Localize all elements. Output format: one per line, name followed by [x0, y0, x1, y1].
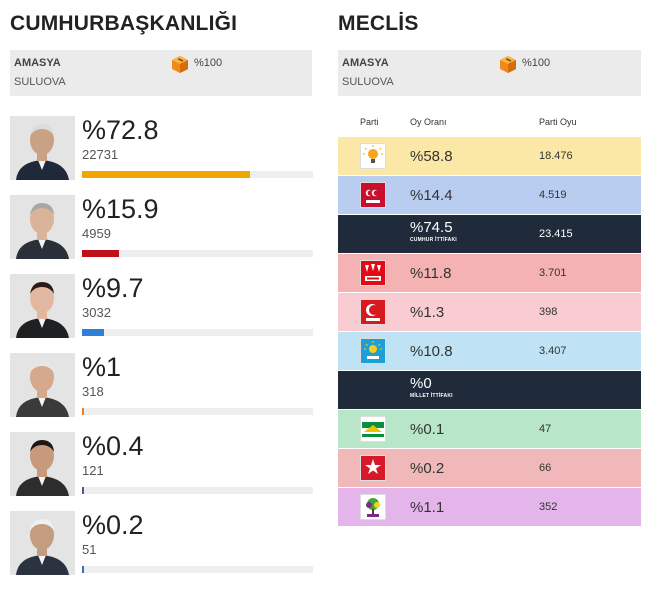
vote-share-fill [82, 566, 84, 573]
vote-share-bar [82, 408, 313, 415]
party-row: %58.8 18.476 [338, 137, 641, 175]
presidency-location-bar: AMASYA SULUOVA %100 [10, 50, 312, 96]
party-votes: 398 [539, 306, 558, 318]
candidate-vote-count: 121 [82, 463, 104, 478]
party-table-header: Parti Oy Oranı Parti Oyu [338, 114, 641, 134]
huda-par-icon [360, 416, 386, 442]
vatan-star-icon [360, 455, 386, 481]
candidate-vote-percent: %0.2 [82, 510, 144, 540]
candidate-photo [10, 274, 75, 338]
vote-share-fill [82, 171, 250, 178]
chp-arrows-icon [360, 260, 386, 286]
candidate-vote-percent: %0.4 [82, 431, 144, 461]
candidate-row: %0.4 121 [10, 431, 313, 502]
party-row: %11.8 3.701 [338, 254, 641, 292]
vote-rate: %0.2 [410, 460, 445, 477]
candidate-vote-percent: %72.8 [82, 115, 159, 145]
vote-rate: %74.5 [410, 219, 453, 236]
candidate-photo [10, 116, 75, 180]
candidate-vote-percent: %9.7 [82, 273, 144, 303]
party-votes: 3.407 [539, 345, 567, 357]
candidate-row: %9.7 3032 [10, 273, 313, 344]
party-row: %1.1 352 [338, 488, 641, 526]
opened-ballot-percent: %100 [194, 57, 223, 69]
vote-share-bar [82, 566, 313, 573]
candidate-photo [10, 432, 75, 496]
ballot-box-icon [170, 54, 190, 74]
province-name: AMASYA [14, 57, 61, 69]
party-row: %1.3 398 [338, 293, 641, 331]
candidate-vote-percent: %1 [82, 352, 122, 382]
parliament-location-bar: AMASYA SULUOVA %100 [338, 50, 641, 96]
party-votes: 47 [539, 423, 552, 435]
candidate-row: %15.9 4959 [10, 194, 313, 265]
vote-rate: %1.3 [410, 304, 445, 321]
province-name: AMASYA [342, 57, 389, 69]
presidency-title: CUMHURBAŞKANLIĞI [10, 12, 238, 35]
party-votes: 23.415 [539, 228, 573, 240]
vote-share-fill [82, 329, 104, 336]
candidate-vote-count: 51 [82, 542, 97, 557]
vote-share-bar [82, 171, 313, 178]
akp-bulb-icon [360, 143, 386, 169]
party-row: %0.1 47 [338, 410, 641, 448]
candidate-photo [10, 511, 75, 575]
vote-rate: %10.8 [410, 343, 453, 360]
party-votes: 4.519 [539, 189, 567, 201]
candidate-vote-count: 4959 [82, 226, 111, 241]
saadet-crescent-icon [360, 299, 386, 325]
candidate-photo [10, 353, 75, 417]
party-votes: 352 [539, 501, 558, 513]
parliament-title: MECLİS [338, 12, 419, 35]
alliance-row: %74.5 CUMHUR İTTİFAKI 23.415 [338, 215, 641, 253]
candidate-vote-count: 22731 [82, 147, 119, 162]
vote-rate: %1.1 [410, 499, 445, 516]
party-row: %14.4 4.519 [338, 176, 641, 214]
candidate-row: %1 318 [10, 352, 313, 423]
vote-rate: %0.1 [410, 421, 445, 438]
candidate-vote-count: 318 [82, 384, 104, 399]
candidate-row: %0.2 51 [10, 510, 313, 581]
alliance-row: %0 MİLLET İTTİFAKI [338, 371, 641, 409]
vote-rate: %0 [410, 375, 432, 392]
vote-share-fill [82, 487, 84, 494]
party-votes: 3.701 [539, 267, 567, 279]
vote-share-fill [82, 250, 119, 257]
alliance-name: CUMHUR İTTİFAKI [410, 237, 457, 243]
vote-share-bar [82, 487, 313, 494]
vote-share-bar [82, 250, 313, 257]
party-row: %0.2 66 [338, 449, 641, 487]
candidate-vote-percent: %15.9 [82, 194, 159, 224]
party-votes: 66 [539, 462, 552, 474]
candidate-row: %72.8 22731 [10, 115, 313, 186]
vote-share-fill [82, 408, 84, 415]
candidate-vote-count: 3032 [82, 305, 111, 320]
vote-share-bar [82, 329, 313, 336]
vote-rate: %14.4 [410, 187, 453, 204]
party-votes: 18.476 [539, 150, 573, 162]
party-row: %10.8 3.407 [338, 332, 641, 370]
alliance-name: MİLLET İTTİFAKI [410, 393, 453, 399]
vote-rate: %11.8 [410, 265, 452, 282]
district-name: SULUOVA [14, 76, 66, 88]
vote-rate: %58.8 [410, 148, 453, 165]
hdp-tree-icon [360, 494, 386, 520]
iyi-sun-icon [360, 338, 386, 364]
mhp-crescent-icon [360, 182, 386, 208]
opened-ballot-percent: %100 [522, 57, 551, 69]
header-party-votes: Parti Oyu [539, 117, 577, 127]
district-name: SULUOVA [342, 76, 394, 88]
candidate-photo [10, 195, 75, 259]
ballot-box-icon [498, 54, 518, 74]
header-party: Parti [360, 117, 379, 127]
header-vote-rate: Oy Oranı [410, 117, 447, 127]
